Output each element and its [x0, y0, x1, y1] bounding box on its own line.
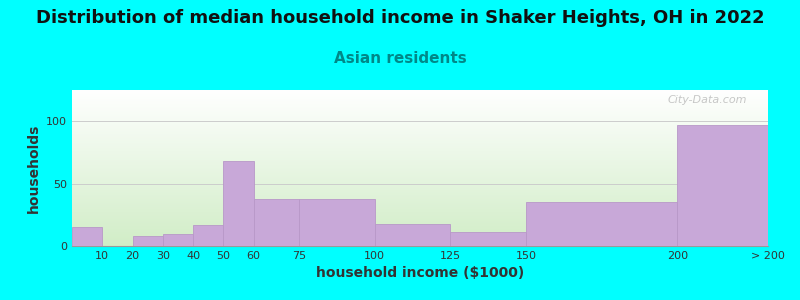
Text: Distribution of median household income in Shaker Heights, OH in 2022: Distribution of median household income … [36, 9, 764, 27]
Bar [162, 233, 193, 246]
Bar [133, 236, 162, 246]
Y-axis label: households: households [26, 123, 41, 213]
Bar [450, 232, 526, 246]
Bar [72, 227, 102, 246]
Text: City-Data.com: City-Data.com [668, 95, 747, 105]
Bar [223, 161, 254, 246]
Bar [374, 224, 450, 246]
Bar [526, 202, 678, 246]
Bar [678, 125, 768, 246]
X-axis label: household income ($1000): household income ($1000) [316, 266, 524, 280]
Bar [193, 225, 223, 246]
Text: Asian residents: Asian residents [334, 51, 466, 66]
Bar [299, 199, 374, 246]
Bar [254, 199, 299, 246]
